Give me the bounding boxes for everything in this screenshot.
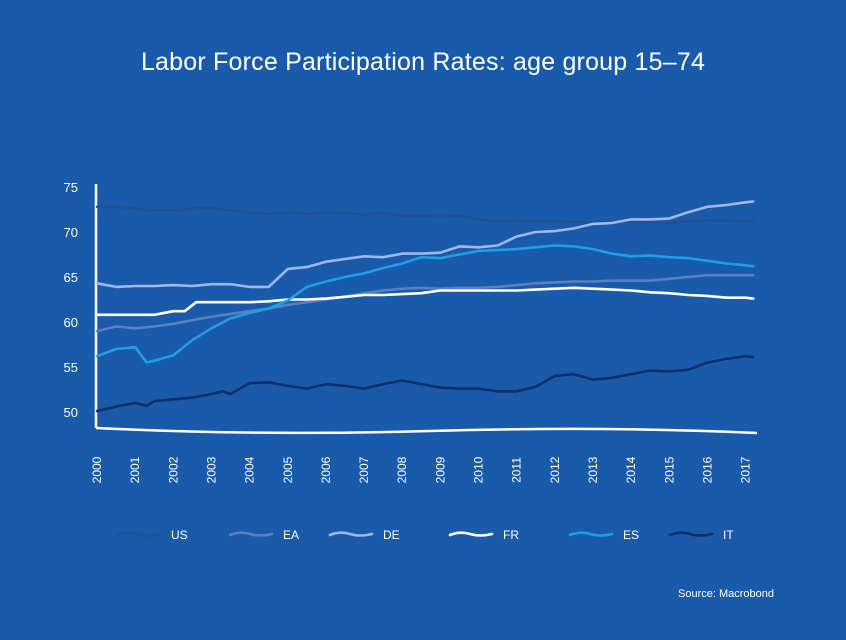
x-tick-label: 2011: [510, 457, 524, 483]
x-tick-label: 2009: [433, 456, 447, 483]
legend-label: DE: [383, 528, 400, 542]
x-tick-label: 2006: [319, 456, 333, 483]
x-tick-label: 2013: [586, 456, 600, 483]
x-tick-label: 2002: [166, 456, 180, 483]
legend-item-de: DE: [328, 528, 400, 542]
x-tick-label: 2015: [662, 456, 676, 483]
legend-swatch: [668, 531, 714, 537]
legend-item-us: US: [116, 528, 188, 542]
legend-swatch: [568, 531, 614, 537]
x-tick-label: 2007: [357, 456, 371, 483]
source-note: Source: Macrobond: [678, 588, 774, 600]
y-tick-label: 75: [64, 180, 78, 195]
x-tick-label: 2012: [548, 456, 562, 483]
y-tick-label: 60: [64, 315, 78, 330]
x-tick-label: 2003: [204, 456, 218, 483]
y-tick-label: 55: [64, 360, 78, 375]
legend-label: US: [171, 528, 188, 542]
series-line-de: [95, 200, 755, 289]
x-tick-label: 2000: [90, 456, 104, 483]
x-tick-label: 2005: [281, 456, 295, 483]
legend-item-ea: EA: [228, 528, 299, 542]
legend-swatch: [228, 531, 274, 537]
legend-item-it: IT: [668, 528, 734, 542]
legend-item-es: ES: [568, 528, 639, 542]
legend-swatch: [448, 531, 494, 537]
legend-swatch: [116, 531, 162, 537]
x-tick-label: 2001: [128, 456, 142, 483]
series-lines: [95, 200, 755, 413]
legend-label: EA: [283, 528, 299, 542]
legend-label: IT: [723, 528, 734, 542]
x-tick-label: 2014: [624, 456, 638, 483]
series-line-fr: [95, 286, 755, 317]
x-tick-label: 2008: [395, 456, 409, 483]
chart-legend: US EA DE FR ES IT: [116, 528, 734, 542]
y-tick-label: 50: [64, 405, 78, 420]
legend-label: ES: [623, 528, 639, 542]
x-axis-line: [95, 426, 758, 435]
chart-title: Labor Force Participation Rates: age gro…: [140, 48, 706, 76]
series-line-it: [95, 354, 755, 413]
legend-item-fr: FR: [448, 528, 519, 542]
x-tick-label: 2004: [243, 456, 257, 483]
x-tick-label: 2016: [700, 456, 714, 483]
series-line-es: [95, 244, 755, 364]
chart-axes: 50 55 60 65 70 75 2000 2001 2002 2003 2004 2005 2006…: [64, 180, 758, 483]
x-tick-label: 2010: [472, 456, 486, 483]
y-tick-label: 70: [64, 225, 78, 240]
series-line-ea: [95, 273, 755, 333]
legend-label: FR: [503, 528, 519, 542]
y-tick-label: 65: [64, 270, 78, 285]
x-tick-label: 2017: [739, 456, 753, 483]
legend-swatch: [328, 531, 374, 537]
series-line-us: [95, 205, 755, 225]
